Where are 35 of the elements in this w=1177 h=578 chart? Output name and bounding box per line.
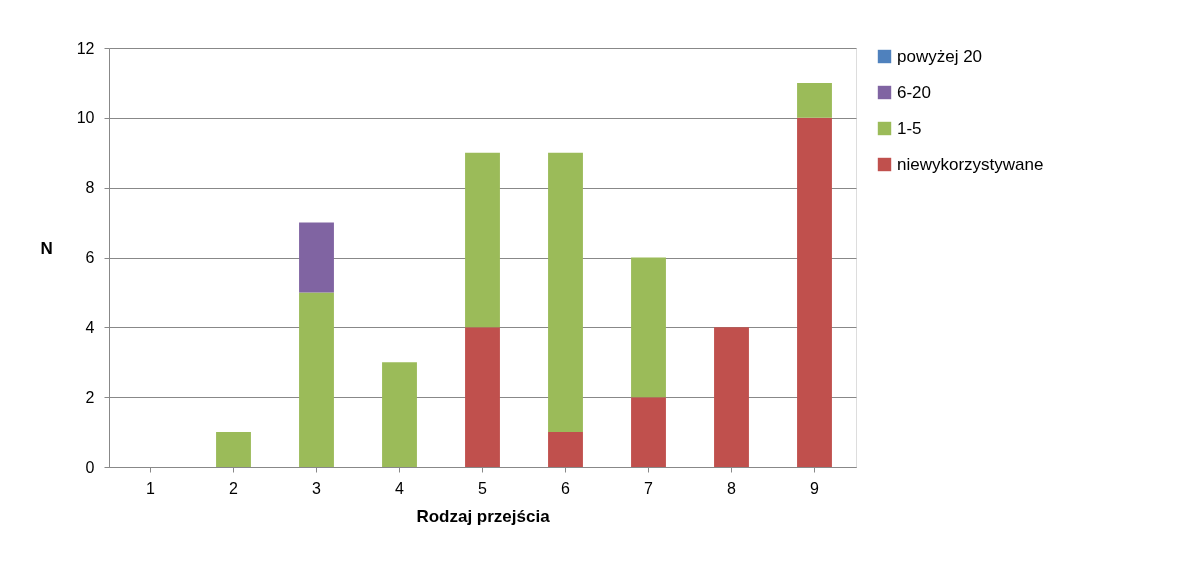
- bar: [465, 327, 500, 467]
- y-axis-title: N: [40, 239, 53, 258]
- x-tick-label: 8: [727, 479, 737, 497]
- y-tick-label: 10: [76, 109, 95, 127]
- bar: [797, 117, 832, 467]
- x-tick-label: 9: [810, 479, 820, 497]
- bar: [216, 432, 251, 467]
- bar: [382, 362, 417, 467]
- legend-label: 6-20: [897, 82, 932, 102]
- legend-label: 1-5: [897, 118, 922, 138]
- y-tick-label: 0: [85, 458, 95, 476]
- bar: [548, 432, 583, 467]
- x-tick-label: 4: [395, 479, 405, 497]
- bar: [299, 222, 334, 293]
- x-tick-label: 5: [478, 479, 488, 497]
- bar: [631, 397, 666, 467]
- y-tick-label: 4: [85, 318, 95, 336]
- y-tick-label: 12: [76, 39, 95, 57]
- bar: [797, 82, 832, 118]
- y-tick-label: 6: [85, 249, 95, 266]
- bar: [714, 327, 749, 467]
- bar: [548, 152, 583, 433]
- x-axis-title: Rodzaj przejścia: [416, 506, 551, 526]
- x-tick-label: 2: [229, 479, 239, 497]
- x-tick-label: 3: [312, 479, 322, 497]
- bar: [631, 257, 666, 398]
- bar: [465, 152, 500, 328]
- bar: [299, 292, 334, 467]
- y-tick-label: 8: [85, 179, 95, 197]
- x-tick-label: 6: [561, 479, 571, 497]
- x-tick-label: 1: [146, 479, 156, 497]
- legend-label: powyżej 20: [897, 46, 983, 66]
- y-tick-label: 2: [85, 388, 95, 406]
- x-tick-label: 7: [644, 479, 654, 497]
- legend-label: niewykorzystywane: [897, 154, 1044, 174]
